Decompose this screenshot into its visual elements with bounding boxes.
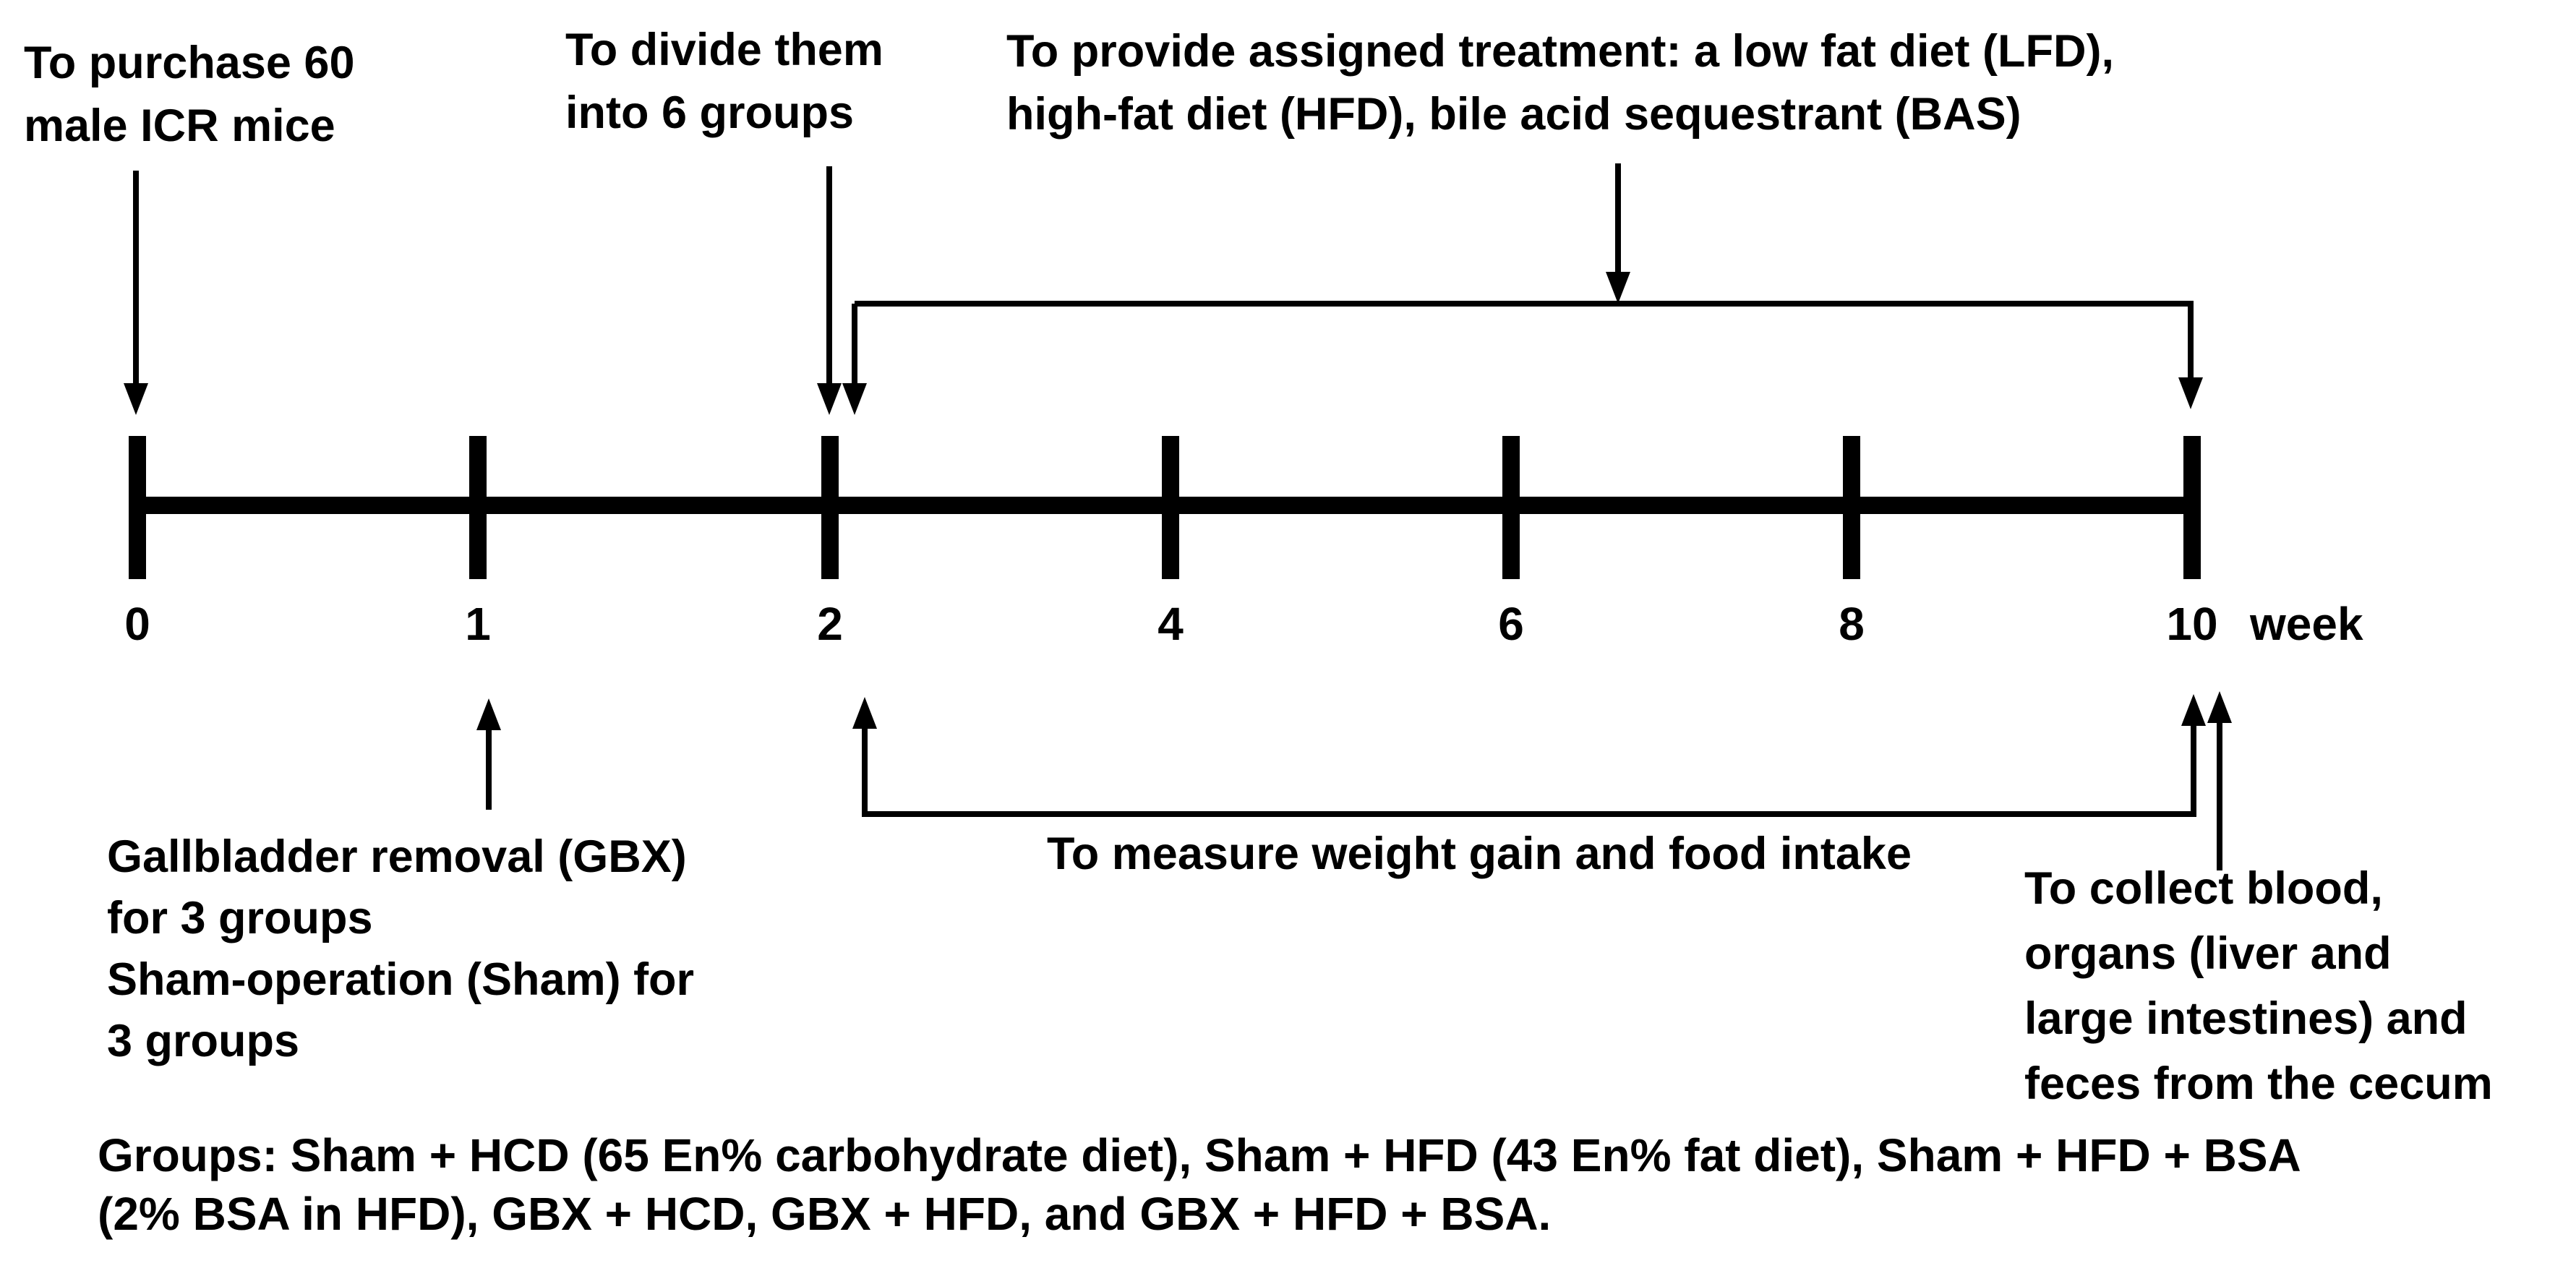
arrow-shaft (133, 171, 139, 385)
annotation-line: To purchase 60 (24, 38, 355, 88)
annotation-line: (2% BSA in HFD), GBX + HCD, GBX + HFD, a… (98, 1188, 1552, 1240)
annotation-divide-groups: To divide them into 6 groups (565, 19, 883, 145)
timeline-tick-week8 (1843, 436, 1860, 579)
annotation-surgery: Gallbladder removal (GBX) for 3 groups S… (107, 826, 694, 1072)
annotation-collect: To collect blood, organs (liver and larg… (2024, 856, 2493, 1116)
timeline-tick-week4 (1162, 436, 1179, 579)
bracket-right-drop (2188, 304, 2194, 379)
tick-label: 2 (817, 598, 843, 650)
tick-label: 10 (2166, 598, 2218, 650)
tick-label: 1 (465, 598, 491, 650)
down-arrowhead-icon (1606, 272, 1630, 304)
bracket-line (855, 301, 2194, 307)
annotation-line: To provide assigned treatment: a low fat… (1006, 26, 2114, 77)
annotation-line: Sham-operation (Sham) for (107, 954, 695, 1005)
up-arrowhead-icon (852, 697, 877, 729)
bracket-left-drop (852, 304, 857, 385)
annotation-line: male ICR mice (24, 100, 335, 151)
tick-label: 0 (124, 598, 150, 650)
annotation-line: organs (liver and (2024, 928, 2392, 979)
annotation-line: for 3 groups (107, 893, 373, 943)
down-arrowhead-icon (124, 383, 148, 415)
annotation-line: Groups: Sham + HCD (65 En% carbohydrate … (98, 1129, 2301, 1181)
timeline-tick-week6 (1502, 436, 1520, 579)
tick-label: 6 (1498, 598, 1524, 650)
annotation-purchase-mice: To purchase 60 male ICR mice (24, 32, 355, 158)
timeline-tick-week10 (2183, 436, 2201, 579)
annotation-line: To collect blood, (2024, 863, 2383, 914)
down-arrowhead-icon (2178, 377, 2203, 409)
tick-label: 8 (1839, 598, 1865, 650)
arrow-shaft (1615, 163, 1621, 273)
annotation-line: 3 groups (107, 1016, 300, 1066)
annotation-line: To divide them (565, 25, 883, 75)
arrow-shaft (2217, 720, 2222, 870)
down-arrowhead-icon (842, 383, 867, 415)
annotation-line: into 6 groups (565, 87, 854, 138)
annotation-line: large intestines) and (2024, 993, 2468, 1044)
up-arrowhead-icon (2181, 694, 2206, 726)
bracket-left-rise (862, 729, 868, 811)
timeline-tick-week0 (129, 436, 146, 579)
bracket-right-rise (2191, 726, 2196, 811)
annotation-line: high-fat diet (HFD), bile acid sequestra… (1006, 89, 2021, 140)
annotation-line: Gallbladder removal (GBX) (107, 831, 687, 882)
arrow-shaft (486, 727, 492, 810)
annotation-measure: To measure weight gain and food intake (1047, 823, 1912, 886)
tick-label: 4 (1158, 598, 1184, 650)
timeline-tick-week1 (469, 436, 487, 579)
down-arrowhead-icon (817, 383, 842, 415)
annotation-line: feces from the cecum (2024, 1058, 2493, 1109)
annotation-groups-legend: Groups: Sham + HCD (65 En% carbohydrate … (98, 1126, 2301, 1244)
up-arrowhead-icon (2207, 691, 2232, 723)
axis-unit-label: week (2250, 598, 2363, 650)
bracket-line (862, 811, 2196, 817)
up-arrowhead-icon (476, 698, 501, 730)
annotation-treatment: To provide assigned treatment: a low fat… (1006, 20, 2114, 146)
timeline-tick-week2 (821, 436, 839, 579)
annotation-line: To measure weight gain and food intake (1047, 829, 1912, 879)
arrow-shaft (826, 166, 832, 383)
